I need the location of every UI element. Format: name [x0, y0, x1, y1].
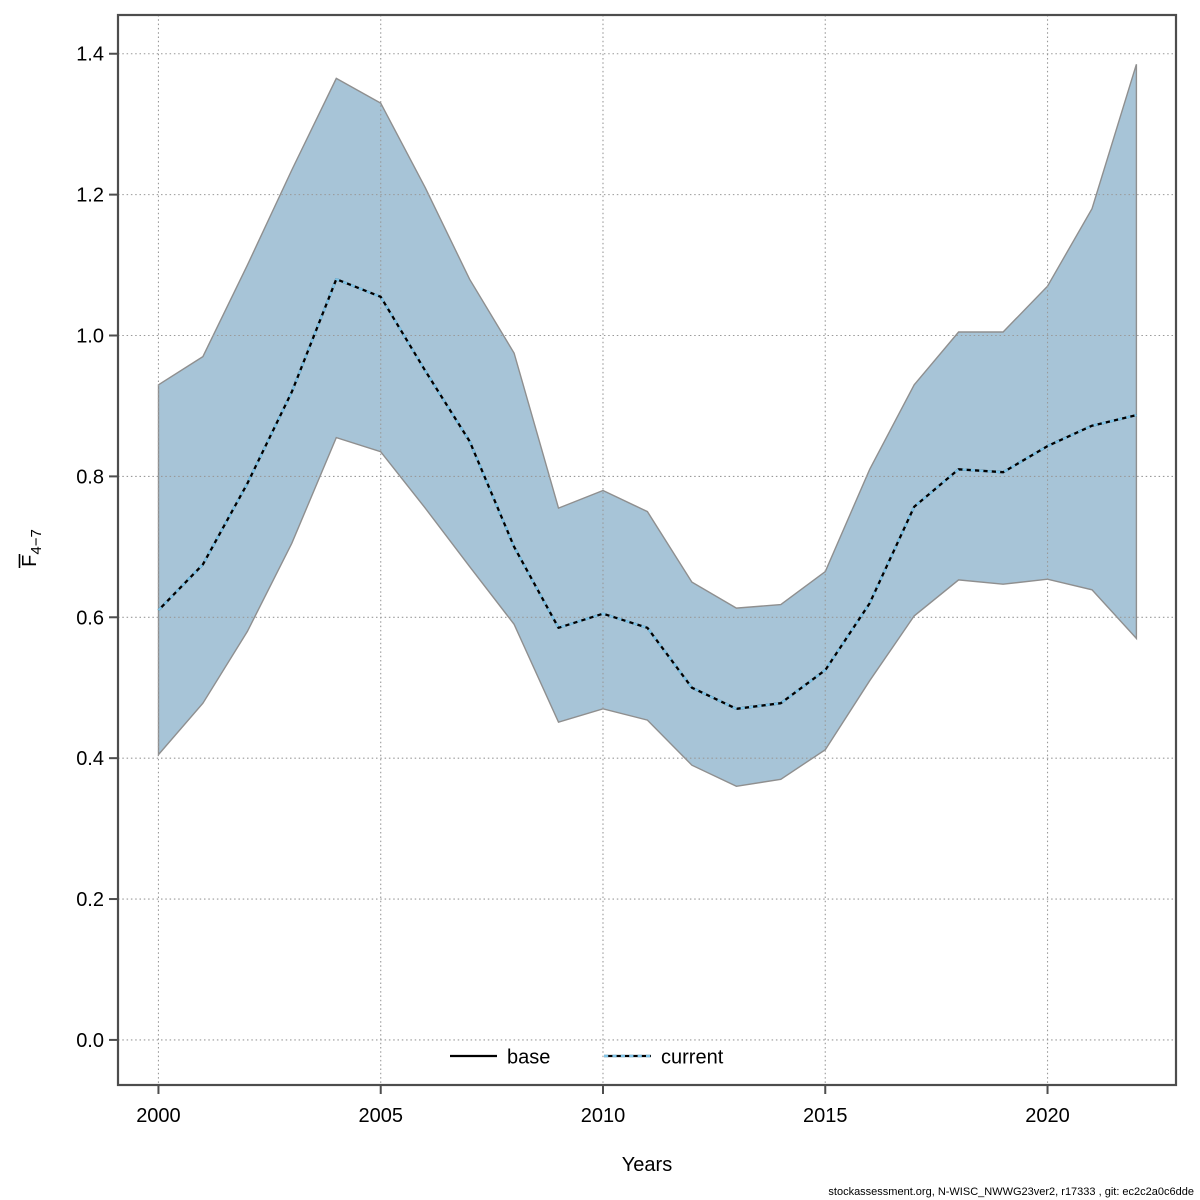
y-tick-label-0.2: 0.2	[76, 889, 104, 911]
y-axis-title: F4−7	[18, 529, 45, 568]
y-tick-label-0.8: 0.8	[76, 466, 104, 488]
ylabel-letter: F	[19, 555, 41, 567]
current-line	[157, 278, 1137, 710]
x-axis-title: Years	[622, 1154, 672, 1176]
confidence-band	[157, 64, 1138, 788]
x-tick-label-2015: 2015	[803, 1105, 848, 1127]
ylabel-subscript: 4−7	[28, 529, 45, 554]
y-tick-label-1.2: 1.2	[76, 185, 104, 207]
x-tick-label-2005: 2005	[358, 1105, 403, 1127]
y-tick-label-0.0: 0.0	[76, 1030, 104, 1052]
legend-base-label: base	[507, 1047, 550, 1069]
y-tick-label-0.6: 0.6	[76, 607, 104, 629]
legend-current-label: current	[661, 1047, 724, 1069]
plot-frame	[116, 13, 1178, 1087]
legend: base current	[450, 1047, 724, 1069]
x-tick-label-2000: 2000	[136, 1105, 181, 1127]
x-tick-label-2010: 2010	[581, 1105, 626, 1127]
x-tick-label-2020: 2020	[1025, 1105, 1070, 1127]
y-tick-label-1.4: 1.4	[76, 44, 104, 66]
y-tick-label-1.0: 1.0	[76, 326, 104, 348]
footer-credit: stockassessment.org, N-WISC_NWWG23ver2, …	[828, 1186, 1194, 1198]
svg-text:F4−7: F4−7	[19, 529, 45, 567]
y-tick-label-0.4: 0.4	[76, 748, 104, 770]
